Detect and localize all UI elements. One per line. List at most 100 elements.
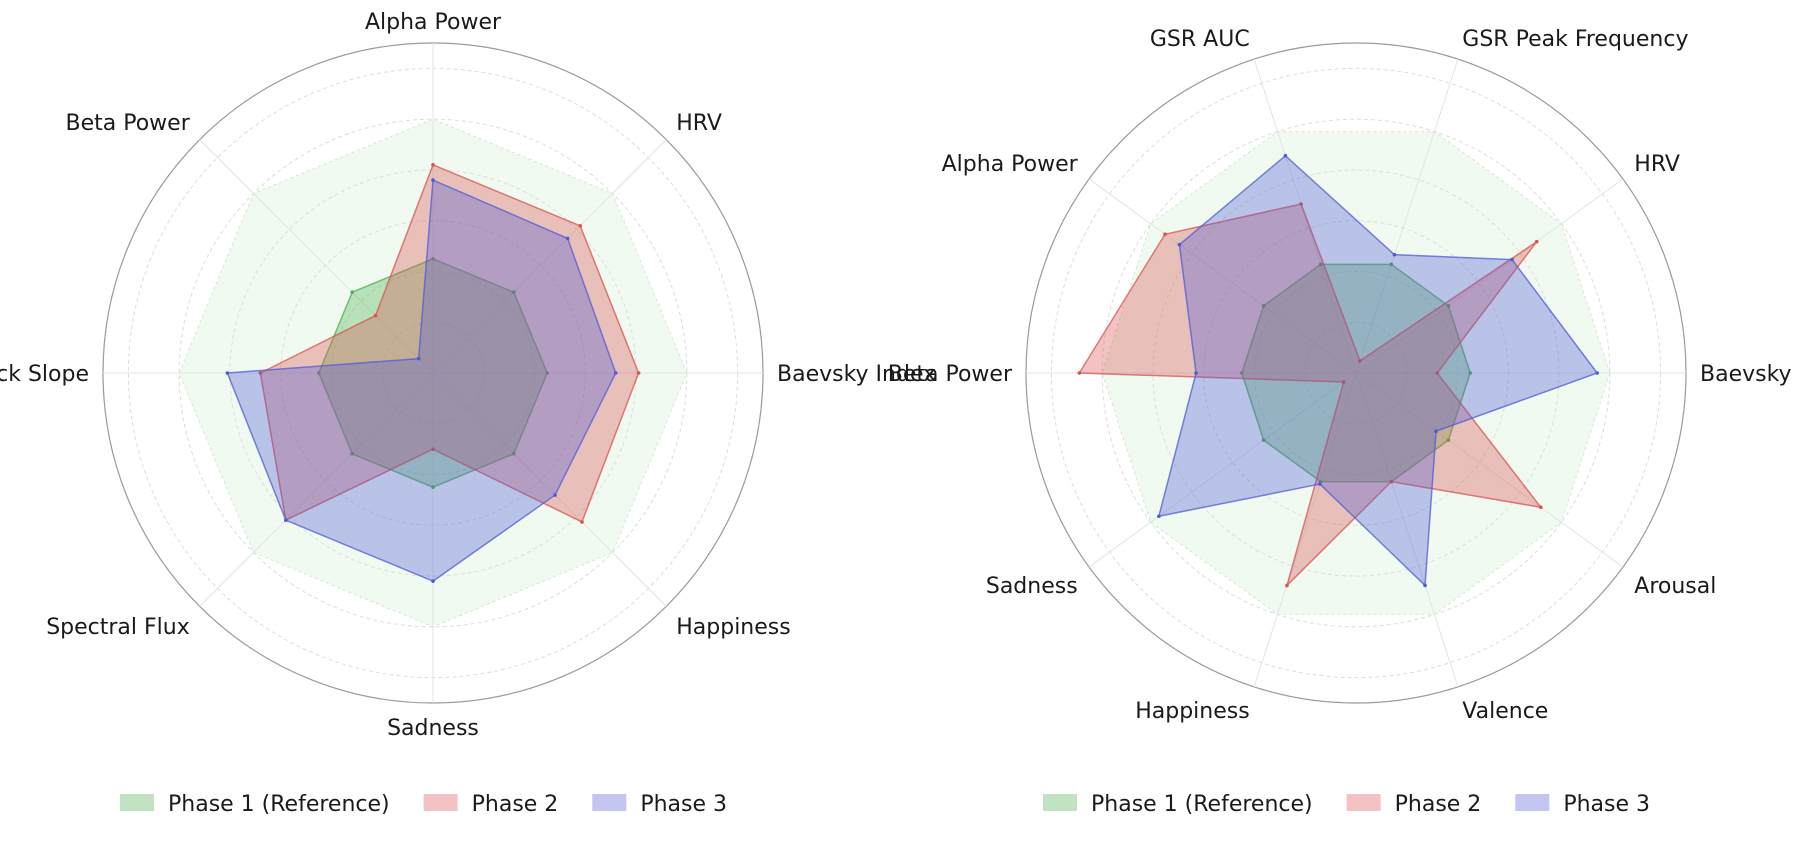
series-point <box>431 163 435 167</box>
series-point <box>511 290 516 295</box>
radar-chart-2: Baevsky Index HRV GSR Peak Frequency GSR AU… <box>888 27 1800 817</box>
series-point <box>373 313 378 318</box>
radial-spoke <box>432 372 667 607</box>
axis-label: Alpha Power <box>365 10 502 35</box>
axis-label: Sadness <box>986 574 1078 599</box>
series-point <box>580 520 584 524</box>
series-point <box>1157 514 1161 519</box>
series-point <box>316 371 321 375</box>
series-3 <box>1157 153 1599 588</box>
series-point <box>1534 239 1539 244</box>
series-point <box>1423 583 1427 588</box>
legend-label: Phase 1 (Reference) <box>168 792 390 817</box>
series-point <box>1077 371 1082 375</box>
axis-label: GSR AUC <box>1150 27 1250 52</box>
axis-label: Attack Slope <box>0 362 89 387</box>
radial-spoke <box>432 139 667 374</box>
series-point <box>225 371 230 375</box>
series-point <box>613 371 618 375</box>
axis-label: Sadness <box>387 716 479 741</box>
series-point <box>1299 202 1303 206</box>
series-point <box>284 518 288 522</box>
series-point <box>431 447 435 451</box>
series-point <box>553 493 557 497</box>
series-point <box>1318 482 1322 486</box>
series-point <box>1434 429 1438 433</box>
legend-label: Phase 1 (Reference) <box>1091 792 1313 817</box>
radial-spoke <box>1355 58 1459 374</box>
series-point <box>1595 371 1599 375</box>
series-point <box>1194 371 1198 375</box>
axis-label: Arousal <box>1634 574 1716 599</box>
series-point <box>1539 505 1543 510</box>
series-point <box>1510 257 1514 262</box>
axis-label: Baevsky Index <box>777 362 936 387</box>
radial-spoke <box>199 139 434 374</box>
series-point <box>1318 262 1323 267</box>
legend-label: Phase 2 <box>472 792 559 817</box>
series-point <box>258 371 263 375</box>
legend-label: Phase 2 <box>1395 792 1482 817</box>
axis-label: Beta Power <box>66 111 191 136</box>
series-point <box>431 579 435 583</box>
axis-label: HRV <box>676 111 722 136</box>
radial-spoke <box>1355 178 1624 374</box>
series-point <box>1285 583 1289 588</box>
series-point <box>416 356 421 361</box>
series-point <box>1358 359 1362 363</box>
series-point <box>350 290 355 295</box>
radial-spoke <box>1355 372 1624 568</box>
legend-swatch <box>1043 794 1077 811</box>
series-point <box>1283 153 1288 158</box>
legend-swatch <box>592 794 627 811</box>
series-point <box>1389 262 1394 267</box>
series-1 <box>1239 262 1473 484</box>
axis-label: Happiness <box>676 615 790 640</box>
series-point <box>511 451 516 456</box>
legend-swatch <box>1346 794 1381 811</box>
series-point <box>1446 304 1451 308</box>
axis-label: Beta Power <box>888 362 1013 387</box>
radial-spoke <box>1088 178 1357 374</box>
legend-swatch <box>1515 794 1550 811</box>
legend: Phase 1 (Reference) Phase 2 Phase 3 <box>1043 792 1650 817</box>
series-point <box>1177 242 1182 247</box>
series-point <box>1239 371 1244 375</box>
legend: Phase 1 (Reference) Phase 2 Phase 3 <box>120 792 727 817</box>
series-point <box>1468 371 1473 375</box>
series-point <box>636 371 641 375</box>
series-point <box>431 256 435 261</box>
legend-swatch <box>120 794 154 811</box>
series-3 <box>225 178 618 583</box>
axis-label: HRV <box>1634 152 1680 177</box>
series-point <box>1389 479 1394 484</box>
axis-label: GSR Peak Frequency <box>1462 27 1688 52</box>
series-point <box>565 236 570 241</box>
series-point <box>1261 304 1266 308</box>
series-2 <box>258 163 641 524</box>
radar-chart-1: Baevsky Index HRV Alpha Power Beta Power Att… <box>0 10 936 817</box>
axis-label: Baevsky Index <box>1700 362 1800 387</box>
series-point <box>350 451 355 456</box>
legend-label: Phase 3 <box>1563 792 1650 817</box>
axis-label: Happiness <box>1135 699 1249 724</box>
series-point <box>1392 252 1397 257</box>
radial-spoke <box>1088 372 1357 568</box>
radial-spoke <box>199 372 434 607</box>
series-point <box>431 178 435 182</box>
radial-spoke <box>1253 372 1357 688</box>
series-point <box>1163 232 1167 237</box>
series-point <box>1446 438 1451 442</box>
radial-spoke <box>1355 372 1459 688</box>
axis-label: Valence <box>1462 699 1548 724</box>
series-2 <box>1077 202 1543 588</box>
series-point <box>431 485 435 490</box>
series-point <box>1435 371 1440 375</box>
series-point <box>545 371 550 375</box>
legend-label: Phase 3 <box>640 792 727 817</box>
axis-label: Spectral Flux <box>46 615 190 640</box>
series-point <box>1341 380 1346 384</box>
series-point <box>1261 438 1266 442</box>
axis-label: Alpha Power <box>942 152 1079 177</box>
